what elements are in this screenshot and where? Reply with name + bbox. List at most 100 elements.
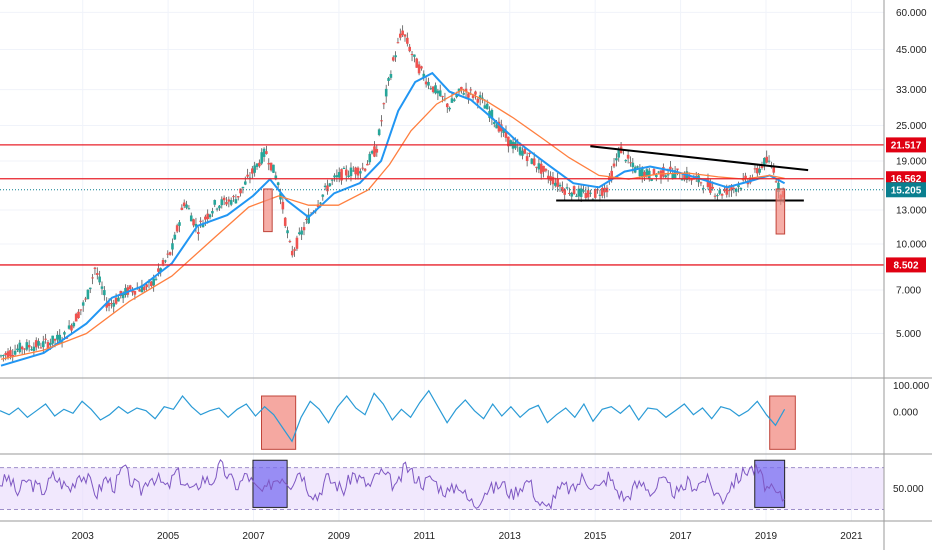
candle-body[interactable] [537, 163, 541, 170]
candle-body[interactable] [521, 150, 524, 156]
candle-body[interactable] [157, 268, 160, 272]
candle-body[interactable] [453, 99, 456, 101]
candle-body[interactable] [234, 199, 238, 204]
candle-body[interactable] [687, 174, 691, 180]
candle-body[interactable] [241, 186, 245, 189]
candle-body[interactable] [492, 122, 496, 124]
candle-body[interactable] [307, 214, 310, 224]
candle-body[interactable] [352, 170, 355, 172]
candle-body[interactable] [206, 213, 209, 220]
candle-body[interactable] [2, 355, 5, 357]
rsi-highlight-box[interactable] [754, 459, 786, 508]
candle-body[interactable] [424, 81, 428, 85]
candle-body[interactable] [572, 186, 576, 195]
candle-body[interactable] [481, 97, 484, 99]
candle-body[interactable] [434, 85, 437, 94]
candle-body[interactable] [222, 197, 226, 201]
candle-body[interactable] [387, 78, 390, 81]
candle-body[interactable] [586, 190, 590, 198]
candle-body[interactable] [368, 153, 372, 163]
candle-body[interactable] [98, 276, 101, 283]
candle-body[interactable] [629, 162, 632, 164]
candle-body[interactable] [74, 313, 78, 322]
candle-body[interactable] [568, 192, 571, 195]
moving-average-line[interactable] [0, 88, 785, 360]
candle-body[interactable] [30, 349, 33, 351]
candle-body[interactable] [476, 98, 480, 103]
candle-body[interactable] [723, 189, 726, 192]
candle-body[interactable] [110, 303, 113, 305]
candle-body[interactable] [4, 353, 7, 356]
candle-body[interactable] [427, 81, 430, 86]
candle-body[interactable] [328, 183, 332, 187]
candle-body[interactable] [664, 175, 668, 178]
candle-body[interactable] [93, 267, 97, 269]
candle-body[interactable] [168, 252, 172, 255]
candle-body[interactable] [774, 181, 778, 183]
candle-body[interactable] [554, 182, 557, 186]
candle-body[interactable] [11, 354, 15, 357]
candle-body[interactable] [530, 158, 534, 164]
candle-body[interactable] [297, 232, 301, 235]
candle-body[interactable] [286, 230, 289, 234]
candle-body[interactable] [382, 103, 386, 105]
candle-body[interactable] [218, 205, 221, 209]
candle-body[interactable] [288, 241, 292, 243]
candle-body[interactable] [544, 169, 548, 171]
candle-body[interactable] [44, 338, 47, 340]
candle-body[interactable] [225, 201, 228, 205]
candle-body[interactable] [767, 160, 771, 162]
candle-body[interactable] [683, 174, 686, 180]
candle-body[interactable] [344, 169, 348, 176]
candle-body[interactable] [652, 169, 656, 175]
candle-body[interactable] [274, 175, 278, 180]
candle-body[interactable] [182, 202, 186, 207]
candle-body[interactable] [276, 182, 280, 186]
candle-body[interactable] [267, 162, 271, 165]
candle-body[interactable] [81, 302, 85, 306]
candle-body[interactable] [474, 91, 477, 95]
candle-body[interactable] [732, 188, 736, 190]
candle-body[interactable] [6, 351, 10, 359]
candle-body[interactable] [281, 201, 285, 210]
candle-body[interactable] [86, 289, 90, 300]
candle-body[interactable] [640, 168, 644, 178]
candle-body[interactable] [763, 157, 766, 167]
candle-body[interactable] [483, 105, 487, 109]
candle-body[interactable] [718, 190, 722, 194]
candle-body[interactable] [142, 287, 146, 291]
candle-body[interactable] [359, 171, 362, 174]
candle-body[interactable] [145, 284, 148, 288]
candle-body[interactable] [701, 187, 705, 189]
candle-body[interactable] [471, 95, 475, 98]
candle-body[interactable] [105, 303, 108, 308]
candle-body[interactable] [584, 192, 588, 198]
candle-body[interactable] [394, 55, 397, 58]
candle-body[interactable] [579, 188, 583, 197]
candle-body[interactable] [445, 103, 449, 108]
candle-body[interactable] [9, 350, 12, 357]
candle-body[interactable] [525, 156, 529, 162]
candle-body[interactable] [337, 172, 341, 178]
candle-body[interactable] [196, 232, 200, 235]
candle-body[interactable] [645, 169, 649, 177]
candle-body[interactable] [528, 152, 531, 155]
candle-body[interactable] [112, 302, 116, 307]
candle-body[interactable] [178, 222, 181, 226]
candle-body[interactable] [213, 200, 217, 205]
candle-body[interactable] [23, 348, 26, 350]
candle-body[interactable] [713, 195, 717, 197]
candle-body[interactable] [396, 42, 400, 44]
candle-body[interactable] [436, 90, 440, 94]
candle-body[interactable] [53, 338, 57, 341]
candle-body[interactable] [166, 253, 170, 255]
candle-body[interactable] [612, 163, 616, 167]
candle-body[interactable] [199, 220, 202, 222]
candle-body[interactable] [772, 167, 776, 173]
candle-body[interactable] [107, 303, 111, 307]
candle-body[interactable] [0, 355, 3, 357]
candle-body[interactable] [638, 169, 642, 177]
candle-body[interactable] [91, 277, 94, 279]
candle-body[interactable] [403, 34, 407, 37]
candle-body[interactable] [138, 289, 141, 292]
